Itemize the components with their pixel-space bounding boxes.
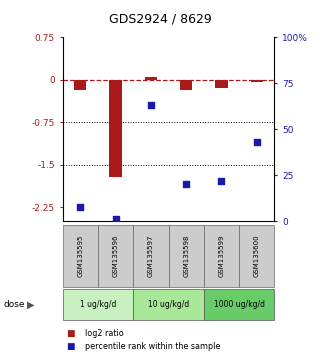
Text: GSM135597: GSM135597 [148, 234, 154, 277]
Bar [169, 225, 204, 287]
Text: log2 ratio: log2 ratio [85, 329, 124, 338]
Text: GSM135599: GSM135599 [219, 234, 224, 277]
Text: dose: dose [3, 300, 25, 309]
Bar [204, 289, 274, 320]
Text: GSM135600: GSM135600 [254, 234, 260, 277]
Text: ■: ■ [66, 329, 74, 338]
Text: GSM135595: GSM135595 [77, 235, 83, 277]
Bar [145, 77, 157, 80]
Text: percentile rank within the sample: percentile rank within the sample [85, 342, 221, 351]
Text: 1000 ug/kg/d: 1000 ug/kg/d [214, 300, 265, 309]
Bar [133, 289, 204, 320]
Bar [63, 289, 133, 320]
Bar [74, 80, 86, 90]
Text: GDS2924 / 8629: GDS2924 / 8629 [109, 12, 212, 25]
Bar [133, 225, 169, 287]
Bar [251, 80, 263, 82]
Bar [63, 225, 98, 287]
Point [184, 182, 189, 187]
Bar [109, 80, 122, 177]
Bar [204, 225, 239, 287]
Bar [180, 80, 192, 90]
Text: 10 ug/kg/d: 10 ug/kg/d [148, 300, 189, 309]
Text: GSM135598: GSM135598 [183, 234, 189, 277]
Bar [239, 225, 274, 287]
Bar [98, 225, 133, 287]
Bar [215, 80, 228, 88]
Text: ■: ■ [66, 342, 74, 351]
Text: GSM135596: GSM135596 [113, 234, 118, 277]
Point [113, 217, 118, 222]
Text: 1 ug/kg/d: 1 ug/kg/d [80, 300, 116, 309]
Text: ▶: ▶ [27, 299, 35, 309]
Point [254, 139, 259, 145]
Point [219, 178, 224, 184]
Point [78, 204, 83, 209]
Point [148, 102, 153, 108]
